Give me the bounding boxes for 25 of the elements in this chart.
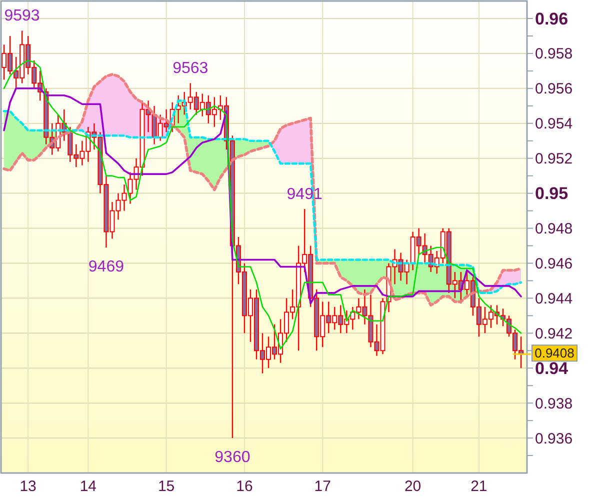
y-tick-label: 0.946 (535, 255, 573, 272)
annotation: 9563 (172, 60, 208, 78)
ref-line-label: 0.9408 (534, 346, 574, 361)
y-tick-label: 0.954 (535, 116, 573, 133)
x-tick-label: 13 (20, 478, 36, 495)
y-tick-label: 0.96 (535, 9, 568, 28)
x-tick-label: 16 (236, 478, 253, 495)
y-tick-label: 0.948 (535, 220, 573, 238)
y-tick-label: 0.942 (535, 325, 573, 342)
y-tick-label: 0.95 (535, 184, 568, 204)
y-tick-label: 0.94 (535, 359, 569, 378)
annotation: 9469 (88, 258, 124, 276)
annotation: 9360 (214, 449, 250, 466)
y-tick-label: 0.944 (535, 290, 573, 308)
y-tick-label: 0.958 (535, 46, 573, 63)
x-tick-label: 15 (158, 478, 175, 495)
y-tick-label: 0.936 (535, 430, 573, 448)
y-tick-label: 0.956 (535, 80, 573, 98)
y-tick-label: 0.938 (535, 395, 573, 412)
x-tick-label: 14 (80, 478, 97, 495)
x-tick-label: 17 (314, 478, 331, 495)
x-tick-label: 21 (470, 478, 488, 495)
annotation: 9593 (4, 8, 40, 25)
x-tick-label: 20 (404, 478, 422, 495)
y-tick-label: 0.952 (535, 150, 573, 168)
